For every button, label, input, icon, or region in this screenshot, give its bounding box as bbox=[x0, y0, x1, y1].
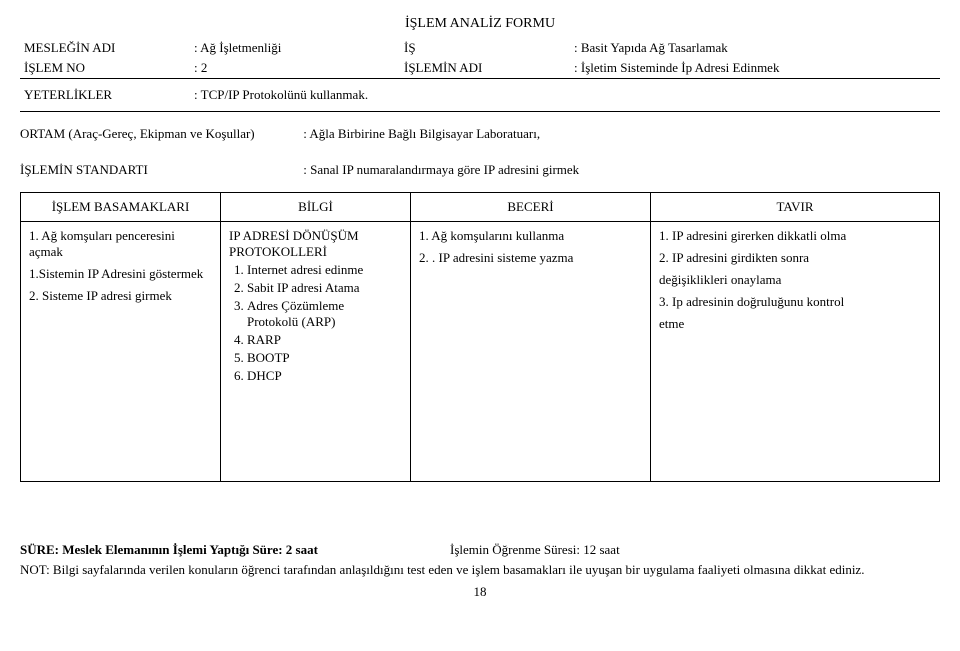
islemadi-label: İŞLEMİN ADI bbox=[400, 58, 570, 79]
islemno-label: İŞLEM NO bbox=[20, 58, 190, 79]
th-beceri: BECERİ bbox=[411, 193, 651, 222]
c3-l1: 1. Ağ komşularını kullanma bbox=[419, 228, 642, 244]
standart-label: İŞLEMİN STANDARTI bbox=[20, 162, 300, 178]
header-table: MESLEĞİN ADI : Ağ İşletmenliği İŞ : Basi… bbox=[20, 38, 940, 112]
c2-i4: RARP bbox=[247, 332, 402, 348]
c4-l5: etme bbox=[659, 316, 931, 332]
cell-beceri: 1. Ağ komşularını kullanma 2. . IP adres… bbox=[411, 222, 651, 482]
c2-i3b: Protokolü (ARP) bbox=[247, 314, 335, 329]
c2-list: Internet adresi edinme Sabit IP adresi A… bbox=[229, 262, 402, 384]
standart-value: : Sanal IP numaralandırmaya göre IP adre… bbox=[303, 162, 579, 177]
ortam-row: ORTAM (Araç-Gereç, Ekipman ve Koşullar) … bbox=[20, 126, 940, 142]
c2-i5: BOOTP bbox=[247, 350, 402, 366]
note: NOT: Bilgi sayfalarında verilen konuları… bbox=[20, 562, 940, 578]
yeterlikler-label: YETERLİKLER bbox=[20, 79, 190, 112]
islemadi-value: : İşletim Sisteminde İp Adresi Edinmek bbox=[570, 58, 940, 79]
ortam-label: ORTAM (Araç-Gereç, Ekipman ve Koşullar) bbox=[20, 126, 300, 142]
c4-l2: 2. IP adresini girdikten sonra bbox=[659, 250, 931, 266]
form-title: İŞLEM ANALİZ FORMU bbox=[20, 16, 940, 32]
c2-i6: DHCP bbox=[247, 368, 402, 384]
yeterlikler-value: : TCP/IP Protokolünü kullanmak. bbox=[190, 79, 940, 112]
c4-l4: 3. Ip adresinin doğruluğunu kontrol bbox=[659, 294, 931, 310]
c4-l3: değişiklikleri onaylama bbox=[659, 272, 931, 288]
c2-i3: Adres Çözümleme Protokolü (ARP) bbox=[247, 298, 402, 330]
meslek-label: MESLEĞİN ADI bbox=[20, 38, 190, 58]
c2-title: IP ADRESİ DÖNÜŞÜM PROTOKOLLERİ bbox=[229, 228, 402, 260]
c2-i2: Sabit IP adresi Atama bbox=[247, 280, 402, 296]
c4-l1: 1. IP adresini girerken dikkatli olma bbox=[659, 228, 931, 244]
standart-row: İŞLEMİN STANDARTI : Sanal IP numaralandı… bbox=[20, 162, 940, 178]
is-value: : Basit Yapıda Ağ Tasarlamak bbox=[570, 38, 940, 58]
is-label: İŞ bbox=[400, 38, 570, 58]
sure-right: İşlemin Öğrenme Süresi: 12 saat bbox=[450, 542, 620, 558]
main-table: İŞLEM BASAMAKLARI BİLGİ BECERİ TAVIR 1. … bbox=[20, 192, 940, 482]
th-bilgi: BİLGİ bbox=[221, 193, 411, 222]
sure-left: SÜRE: Meslek Elemanının İşlemi Yaptığı S… bbox=[20, 542, 450, 558]
c2-i3a: Adres Çözümleme bbox=[247, 298, 344, 313]
c3-l2: 2. . IP adresini sisteme yazma bbox=[419, 250, 642, 266]
th-basamaklar: İŞLEM BASAMAKLARI bbox=[21, 193, 221, 222]
cell-basamaklar: 1. Ağ komşuları penceresini açmak 1.Sist… bbox=[21, 222, 221, 482]
c1-l3: 2. Sisteme IP adresi girmek bbox=[29, 288, 212, 304]
cell-tavir: 1. IP adresini girerken dikkatli olma 2.… bbox=[651, 222, 940, 482]
meslek-value: : Ağ İşletmenliği bbox=[190, 38, 400, 58]
c2-i1: Internet adresi edinme bbox=[247, 262, 402, 278]
th-tavir: TAVIR bbox=[651, 193, 940, 222]
islemno-value: : 2 bbox=[190, 58, 400, 79]
page-number: 18 bbox=[20, 584, 940, 600]
cell-bilgi: IP ADRESİ DÖNÜŞÜM PROTOKOLLERİ Internet … bbox=[221, 222, 411, 482]
c1-l1: 1. Ağ komşuları penceresini açmak bbox=[29, 228, 212, 260]
ortam-value: : Ağla Birbirine Bağlı Bilgisayar Labora… bbox=[303, 126, 540, 141]
footer: SÜRE: Meslek Elemanının İşlemi Yaptığı S… bbox=[20, 542, 940, 578]
c1-l2: 1.Sistemin IP Adresini göstermek bbox=[29, 266, 212, 282]
